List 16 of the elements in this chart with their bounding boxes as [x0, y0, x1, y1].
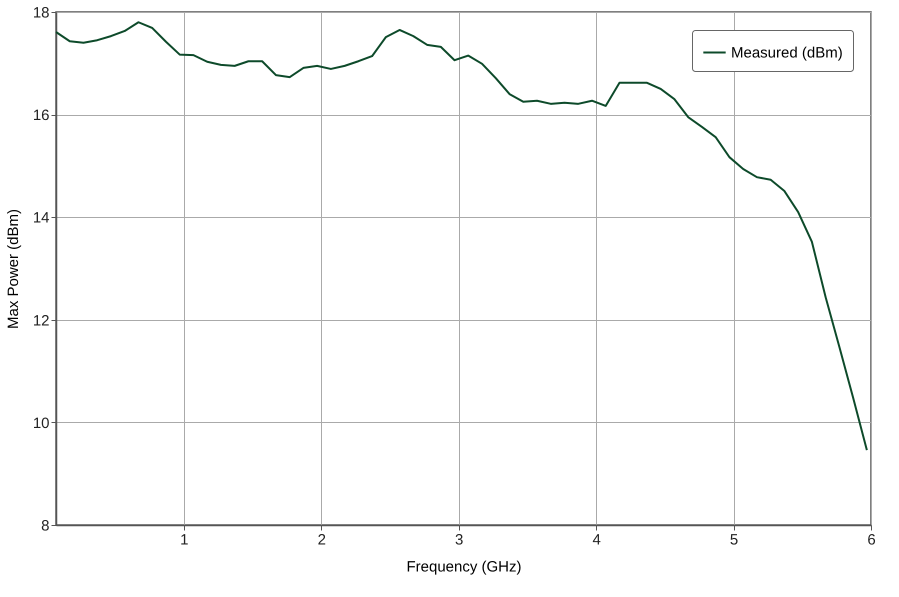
y-axis-title: Max Power (dBm) [4, 208, 22, 330]
x-tick-label: 3 [455, 532, 464, 548]
line-series [55, 21, 868, 452]
legend-label: Measured (dBm) [731, 44, 843, 62]
x-tick-label: 6 [867, 532, 876, 548]
y-tick-label: 18 [32, 4, 50, 22]
y-tick-label: 16 [32, 107, 50, 124]
y-tick-label: 8 [41, 518, 50, 534]
y-tick-label: 14 [32, 210, 50, 227]
y-tick-label: 12 [32, 312, 50, 330]
x-tick-label: 4 [592, 532, 601, 548]
y-tick-label: 10 [32, 414, 50, 432]
x-tick-label: 2 [318, 532, 326, 548]
x-axis-title: Frequency (GHz) [406, 558, 522, 576]
x-tick-label: 5 [730, 532, 738, 548]
x-tick-label: 1 [180, 532, 188, 548]
